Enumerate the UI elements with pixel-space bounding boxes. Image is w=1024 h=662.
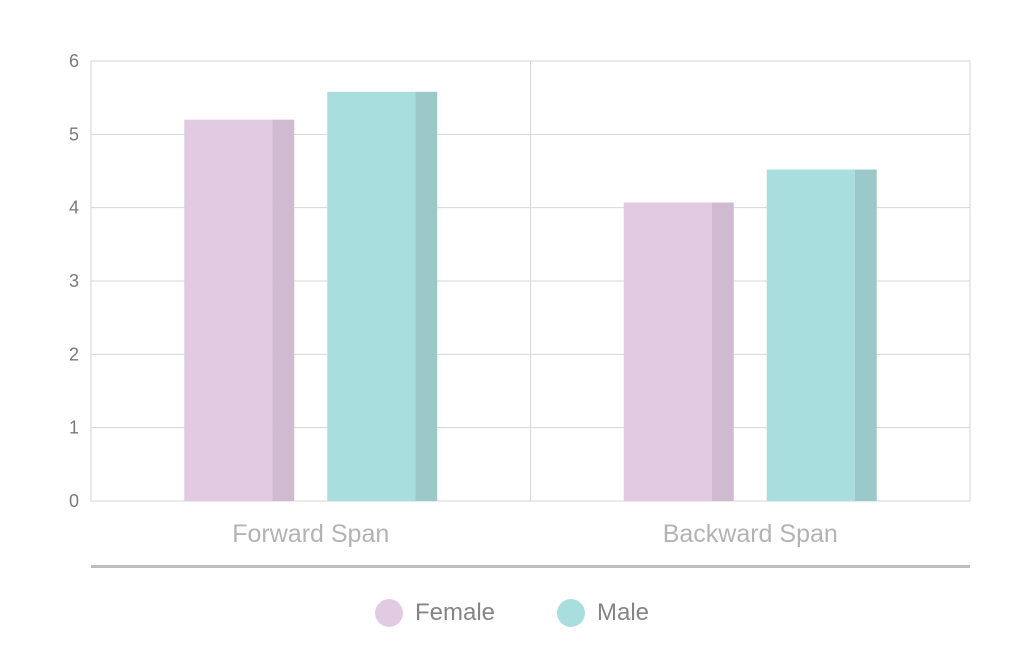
bar-male-forward-span — [327, 91, 416, 502]
legend-swatch-female — [374, 599, 403, 627]
legend-label-female: Female — [414, 599, 495, 626]
legend-item-female[interactable]: Female — [374, 599, 495, 627]
y-tick-label-6: 6 — [69, 51, 79, 71]
legend-label-male: Male — [597, 599, 650, 626]
y-tick-label-5: 5 — [69, 124, 79, 144]
y-tick-label-4: 4 — [69, 198, 79, 218]
y-tick-label-0: 0 — [69, 491, 79, 511]
y-axis-ticks: 0 1 2 3 4 5 6 — [69, 51, 79, 511]
category-axis-underline — [91, 565, 970, 568]
y-tick-label-2: 2 — [69, 344, 79, 364]
x-category-label-forward-span: Forward Span — [232, 520, 389, 548]
bar-female-backward-span — [623, 202, 712, 502]
x-category-label-backward-span: Backward Span — [663, 520, 838, 548]
legend-swatch-male — [557, 599, 585, 627]
bar-female-forward-span — [184, 119, 273, 502]
bar-shade-female-forward-span — [272, 119, 295, 502]
bar-shade-female-backward-span — [711, 202, 734, 502]
bar-male-backward-span — [766, 169, 855, 502]
y-tick-label-3: 3 — [69, 271, 79, 291]
legend-item-male[interactable]: Male — [557, 599, 649, 627]
bar-shade-male-forward-span — [415, 91, 438, 502]
x-axis-categories: Forward Span Backward Span — [232, 520, 838, 548]
bar-shade-male-backward-span — [854, 169, 877, 502]
bars — [184, 91, 877, 502]
y-tick-label-1: 1 — [69, 418, 79, 438]
legend: Female Male — [0, 590, 1024, 636]
